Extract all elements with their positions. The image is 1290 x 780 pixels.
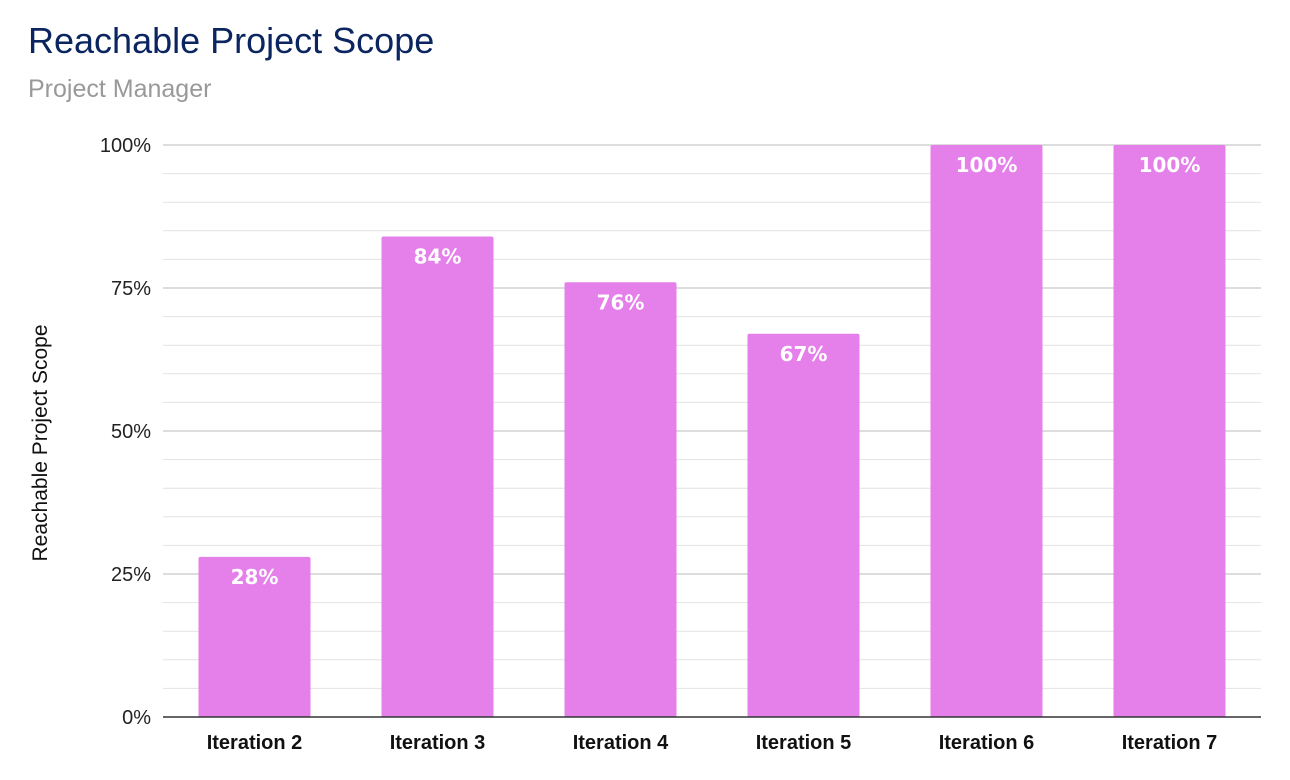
bar: [198, 556, 311, 717]
x-tick-label: Iteration 4: [573, 732, 669, 754]
x-tick-label: Iteration 6: [939, 732, 1035, 754]
data-label: 84%: [414, 245, 462, 269]
y-tick-label: 0%: [122, 707, 151, 729]
bar: [930, 145, 1043, 717]
bar: [747, 333, 860, 717]
y-axis-title: Reachable Project Scope: [29, 325, 52, 562]
y-tick-label: 100%: [100, 135, 151, 157]
y-tick-label: 25%: [111, 564, 151, 586]
data-label: 100%: [1139, 153, 1201, 177]
label-layer: 0% 25% 50% 75% 100% 28% Iteration 2 84% Iteratio…: [100, 135, 1261, 754]
bar: [564, 282, 677, 717]
chart-title: Reachable Project Scope: [28, 20, 435, 61]
data-label: 100%: [956, 153, 1018, 177]
x-tick-label: Iteration 7: [1122, 732, 1218, 754]
grid-layer: [163, 144, 1261, 689]
data-label: 67%: [780, 342, 828, 366]
data-label: 28%: [231, 565, 279, 589]
y-tick-label: 75%: [111, 278, 151, 300]
bar: [381, 236, 494, 717]
x-tick-label: Iteration 3: [390, 732, 486, 754]
bar: [1113, 145, 1226, 717]
bar-layer: [198, 145, 1226, 717]
x-tick-label: Iteration 2: [207, 732, 303, 754]
y-tick-label: 50%: [111, 421, 151, 443]
chart-subtitle: Project Manager: [28, 75, 212, 103]
data-label: 76%: [597, 290, 645, 314]
x-tick-label: Iteration 5: [756, 732, 852, 754]
